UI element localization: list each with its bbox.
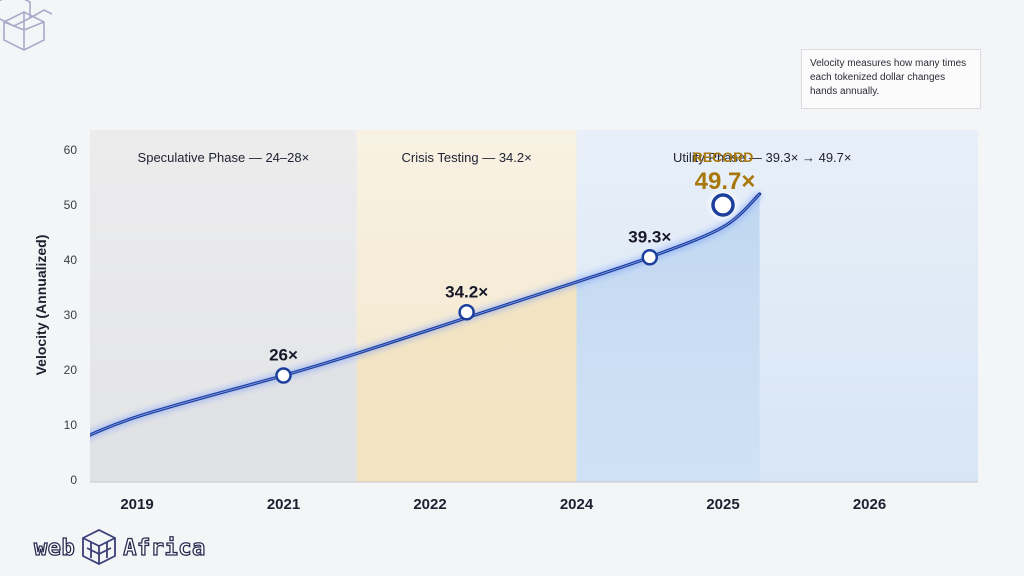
record-marker	[711, 193, 735, 217]
y-axis-label: Velocity (Annualized)	[33, 235, 49, 376]
phase-label-3: Utility Phase — 39.3× → 49.7×	[673, 150, 851, 165]
x-tick-label: 2022	[413, 496, 446, 513]
record-value-label: 49.7×	[695, 168, 756, 195]
brand-logo: web Africa	[33, 527, 206, 569]
y-tick-label: 60	[64, 143, 78, 157]
area-fill-3	[576, 194, 760, 482]
series-line-highlight	[90, 193, 760, 436]
data-point-label: 26×	[269, 346, 298, 365]
y-tick-label: 0	[70, 473, 77, 487]
data-point-label: 39.3×	[628, 227, 671, 246]
y-tick-label: 50	[64, 198, 78, 212]
corner-logo-icon	[0, 0, 53, 58]
y-tick-label: 30	[64, 308, 78, 322]
data-point-marker	[275, 367, 292, 384]
brand-cube-icon	[77, 528, 121, 568]
brand-text-left: web	[33, 535, 76, 561]
note-box: Velocity measures how many times each to…	[801, 49, 981, 109]
y-tick-label: 20	[64, 363, 78, 377]
x-tick-label: 2021	[267, 496, 300, 513]
x-tick-label: 2024	[560, 496, 594, 513]
phase-label-1: Speculative Phase — 24–28×	[138, 150, 310, 165]
record-badge: RECORD	[693, 149, 754, 165]
area-fill-1	[90, 353, 357, 482]
note-text: Velocity measures how many times each to…	[810, 58, 967, 97]
data-point-marker	[458, 304, 475, 321]
brand-text-right: Africa	[123, 535, 206, 561]
data-point-marker	[641, 249, 658, 266]
data-point-label: 34.2×	[445, 282, 488, 301]
x-tick-label: 2019	[120, 496, 153, 513]
area-fill-2	[356, 282, 577, 482]
x-tick-label: 2025	[706, 496, 739, 513]
phase-label-2: Crisis Testing — 34.2×	[402, 150, 532, 165]
y-tick-label: 40	[64, 253, 78, 267]
y-tick-label: 10	[64, 418, 78, 432]
x-tick-label: 2026	[853, 496, 886, 513]
